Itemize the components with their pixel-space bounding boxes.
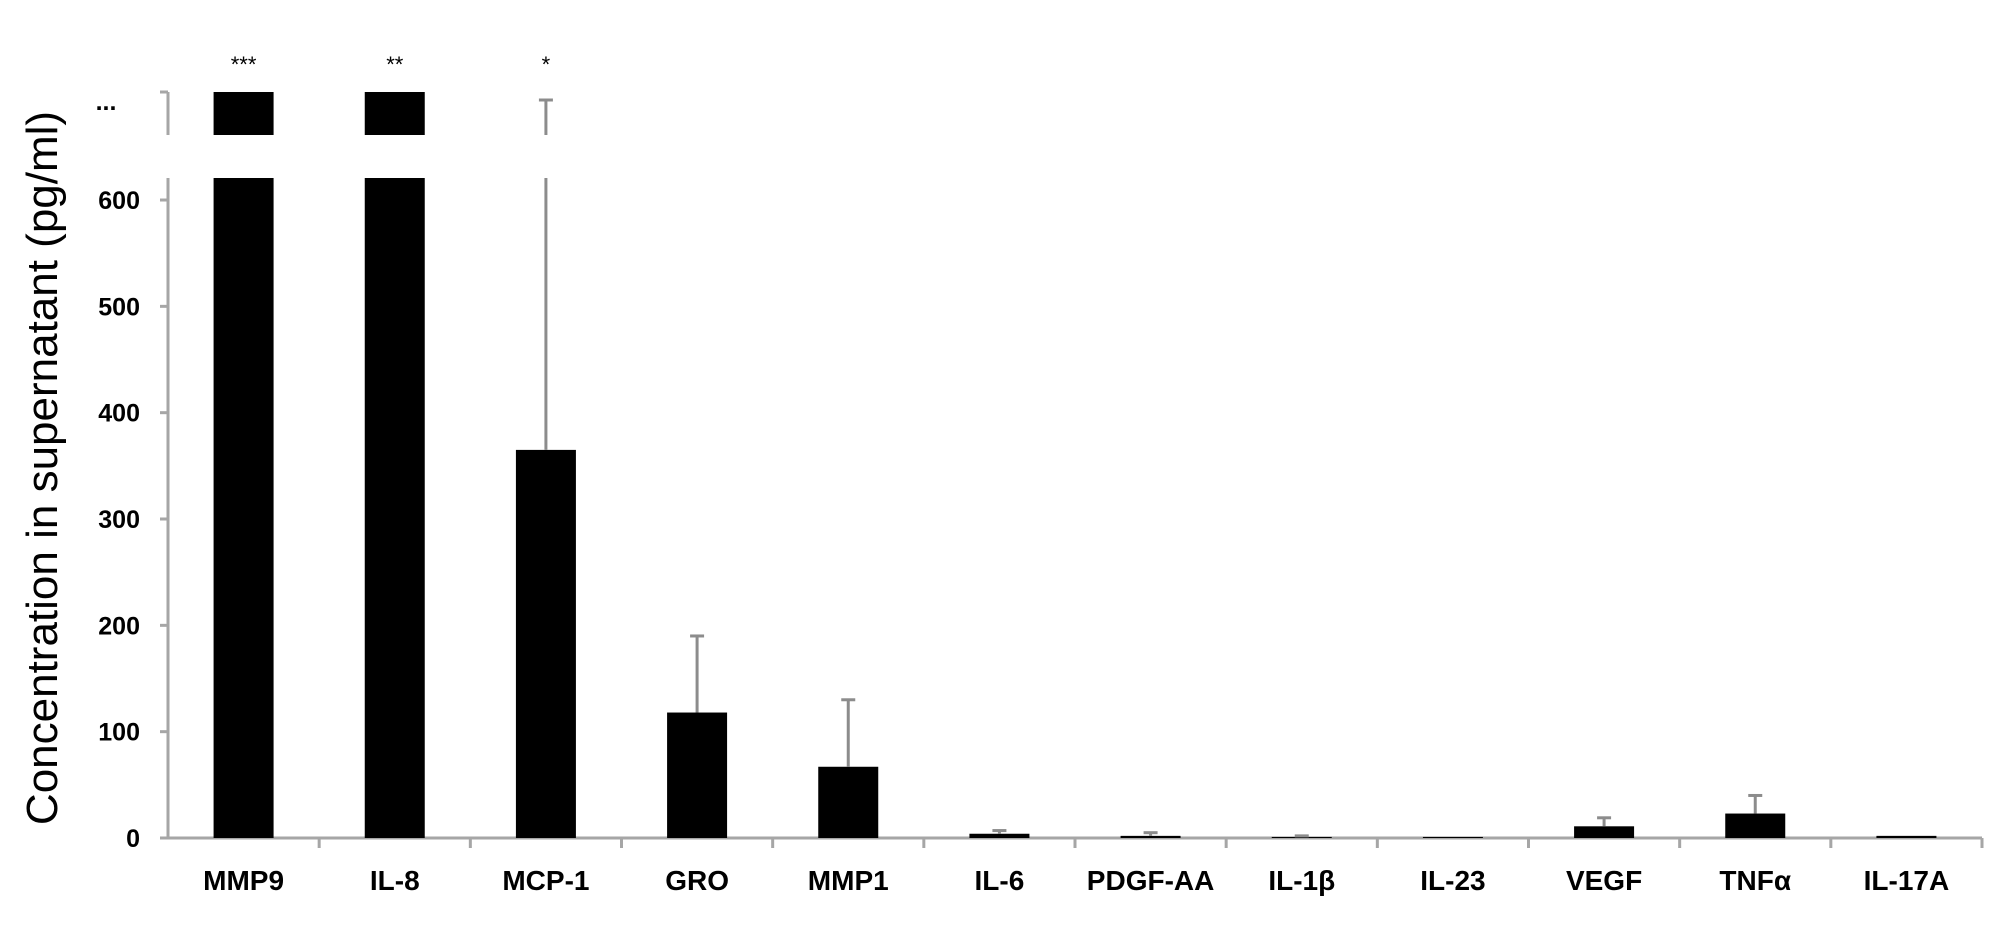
y-tick-label: 500 [98, 293, 140, 321]
x-category-label: TNFα [1719, 865, 1791, 896]
x-category-label: MCP-1 [502, 865, 589, 896]
significance-marker: *** [231, 52, 257, 77]
x-category-label: IL-6 [975, 865, 1025, 896]
x-category-label: MMP1 [808, 865, 889, 896]
x-category-label: IL-23 [1420, 865, 1485, 896]
y-axis-title: Concentration in supernatant (pg/ml) [18, 111, 67, 825]
bar-il-17a [1876, 835, 1937, 838]
y-tick-label: 100 [98, 719, 140, 747]
bar-il-8 [364, 178, 425, 838]
bar-pdgf-aa [1120, 835, 1181, 838]
significance-marker: ** [386, 52, 404, 77]
bar-gro [667, 712, 728, 838]
x-category-label: PDGF-AA [1087, 865, 1215, 896]
bar-break-top-il-8 [364, 92, 425, 135]
bar-mmp1 [818, 766, 879, 838]
x-category-label: IL-8 [370, 865, 420, 896]
bar-mmp9 [213, 178, 274, 838]
x-category-label: GRO [665, 865, 729, 896]
bar-vegf [1574, 826, 1635, 838]
x-category-label: VEGF [1566, 865, 1642, 896]
y-tick-label: 200 [98, 612, 140, 640]
bar-il-1β [1271, 836, 1332, 838]
x-category-label: IL-17A [1864, 865, 1950, 896]
y-tick-label: 400 [98, 400, 140, 428]
x-category-label: MMP9 [203, 865, 284, 896]
significance-marker: * [542, 52, 551, 77]
y-tick-label: 600 [98, 187, 140, 215]
y-tick-label: 0 [126, 825, 140, 853]
bar-il-23 [1422, 836, 1483, 838]
x-category-label: IL-1β [1268, 865, 1335, 896]
bar-tnfα [1725, 813, 1786, 838]
bar-break-top-mmp9 [213, 92, 274, 135]
axis-break-label: ... [96, 88, 117, 116]
bar-mcp-1 [515, 449, 576, 838]
bar-il-6 [969, 833, 1030, 838]
y-tick-label: 300 [98, 506, 140, 534]
